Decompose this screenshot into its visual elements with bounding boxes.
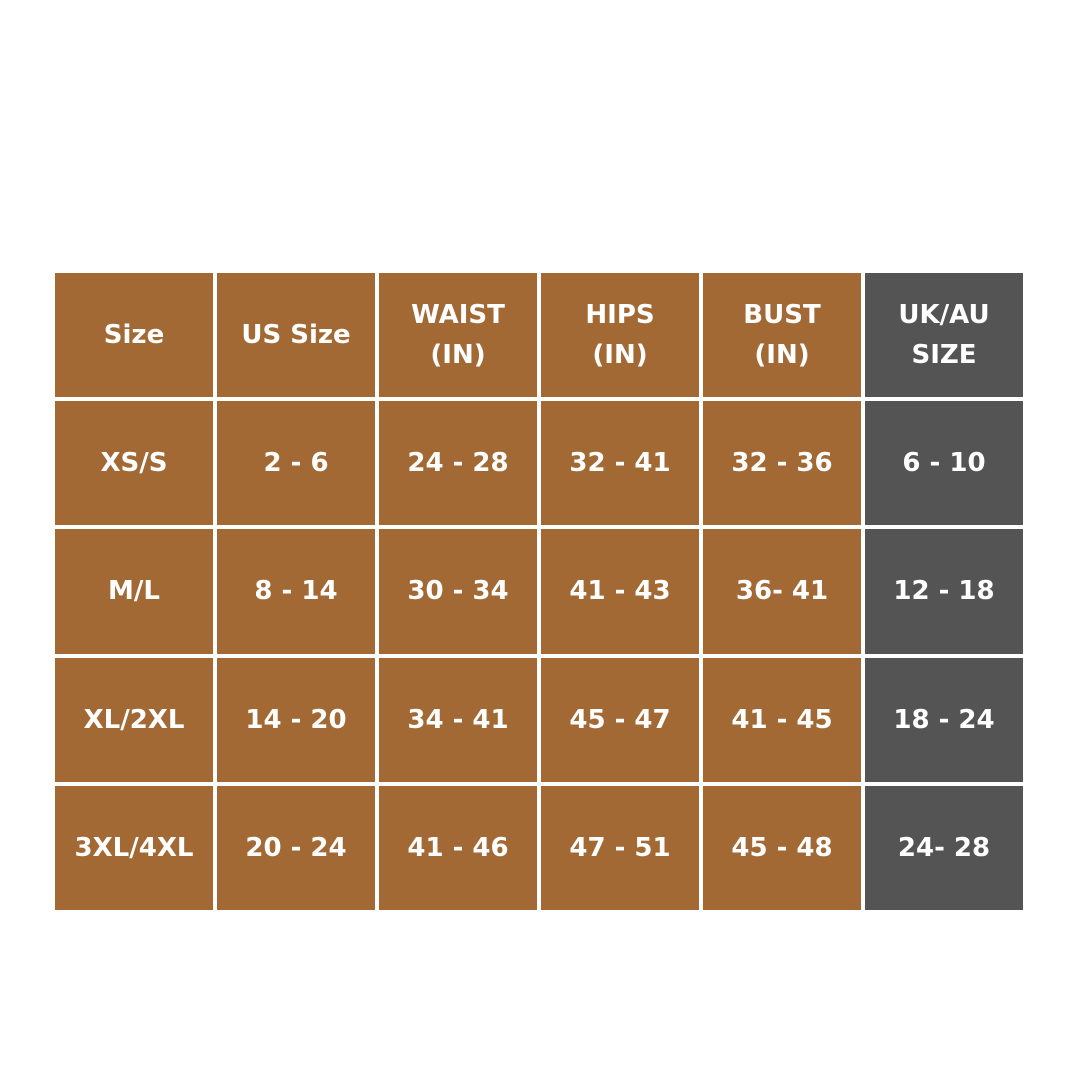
table-cell: 36- 41 [703,529,861,654]
table-cell: XL/2XL [55,657,213,782]
table-cell: 32 - 36 [703,401,861,526]
table-cell: 41 - 46 [379,785,537,910]
table-cell: 18 - 24 [865,657,1023,782]
table-cell: 45 - 47 [541,657,699,782]
table-cell: 24 - 28 [379,401,537,526]
table-cell: 20 - 24 [217,785,375,910]
table-cell: 30 - 34 [379,529,537,654]
table-cell: 41 - 45 [703,657,861,782]
header-cell: Size [55,273,213,398]
table-cell: 34 - 41 [379,657,537,782]
table-cell: 32 - 41 [541,401,699,526]
size-chart-table: Size US Size WAIST (IN) HIPS (IN) BUST (IN) U… [55,273,1023,910]
table-cell: 14 - 20 [217,657,375,782]
header-cell: US Size [217,273,375,398]
table-cell: 24- 28 [865,785,1023,910]
table-cell: 45 - 48 [703,785,861,910]
header-cell: HIPS (IN) [541,273,699,398]
table-cell: XS/S [55,401,213,526]
table-cell: 41 - 43 [541,529,699,654]
table-cell: 47 - 51 [541,785,699,910]
table-cell: M/L [55,529,213,654]
header-cell: UK/AU SIZE [865,273,1023,398]
table-cell: 6 - 10 [865,401,1023,526]
table-cell: 2 - 6 [217,401,375,526]
header-cell: WAIST (IN) [379,273,537,398]
table-cell: 3XL/4XL [55,785,213,910]
table-cell: 12 - 18 [865,529,1023,654]
table-cell: 8 - 14 [217,529,375,654]
header-cell: BUST (IN) [703,273,861,398]
